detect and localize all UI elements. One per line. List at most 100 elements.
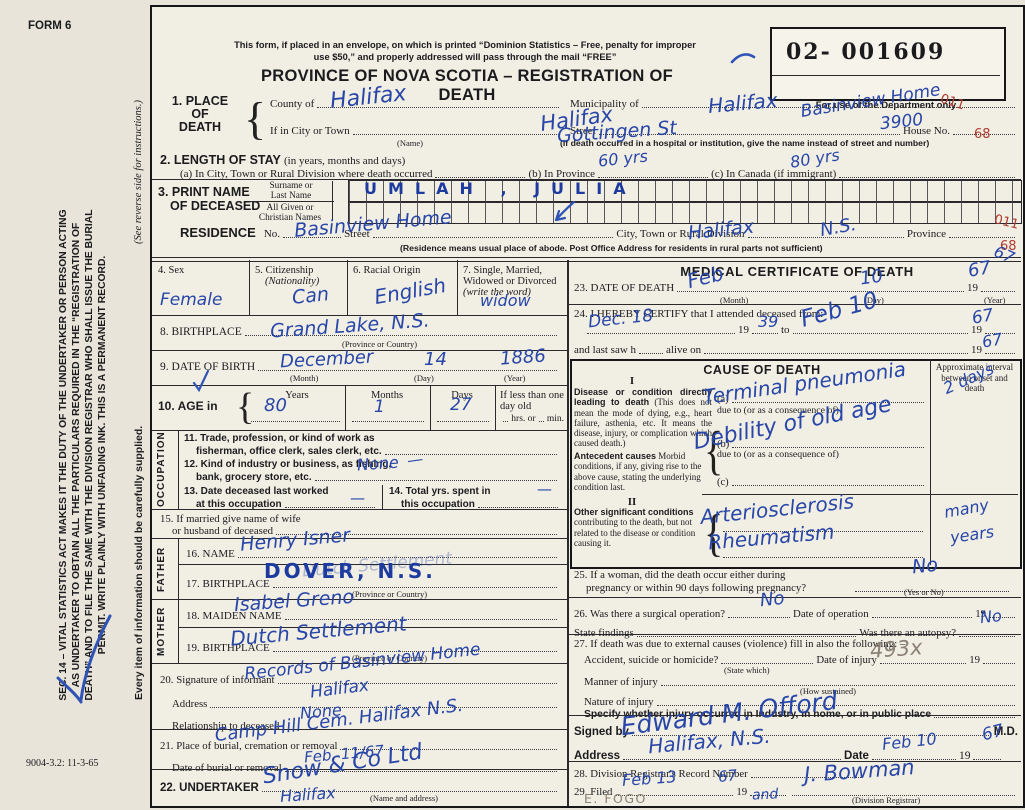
hw-autopsy-no: No [979,605,1003,628]
ink-checkmark [56,614,112,704]
burial-date-label: Date of burial or removal [172,762,282,774]
age-days-label: Days [451,390,473,401]
to-word: to [781,324,790,336]
stay-c-label: (c) In Canada (if immigrant) [711,168,837,180]
certify-label: 24. I HEREBY CERTIFY that I attended dec… [574,308,824,320]
residence-note: (Residence means usual place of abode. P… [400,243,823,253]
q28-label: 28. Division Registrar's Record Number [574,768,748,780]
ink-arrow [554,200,576,222]
mother-side-label: MOTHER [156,606,167,656]
manner-label: Manner of injury [584,676,658,688]
hw-marital: widow [480,291,531,310]
state-which-sub: (State which) [724,665,770,675]
surname-sublabel: Surname or Last Name [269,181,313,201]
hw-dod-day: 10 [858,265,885,290]
given-names-sublabel: All Given or Christian Names [258,203,322,223]
age-years-label: Years [285,390,309,401]
dod-month-sub: (Month) [720,295,749,305]
name-sub: (Name) [397,138,423,148]
disease-descriptor: Disease or condition directly leading to… [574,387,712,449]
age-hrs-label: hrs. or [511,414,536,424]
father-name-label: 16. NAME [186,548,235,560]
stay-b-label: (b) In Province [528,168,596,180]
dod-day-sub: (Day) [864,295,884,305]
marital-label: 7. Single, Married, Widowed or Divorced … [463,265,557,298]
form-title: PROVINCE OF NOVA SCOTIA – REGISTRATION O… [261,67,673,104]
hw-to-year: 67 [970,305,996,329]
antecedent-brace: { [704,420,724,481]
hw-industry-dash: — [405,448,425,471]
municipality-label: Municipality of [570,98,639,110]
hw-signed-year: 67 [979,720,1006,746]
q29-label: 29. Filed [574,786,613,798]
street-label: Street [570,125,596,137]
hw-dob-year: 1886 [499,345,547,370]
racial-origin-label: 6. Racial Origin [353,265,421,276]
residence-division-label: City, Town or Rural Division [616,228,745,240]
birthplace-sub: (Province or Country) [342,339,418,349]
sex-label: 4. Sex [158,265,185,276]
antecedent-descriptor: Antecedent causes Morbid conditions, if … [574,451,702,492]
father-side-label: FATHER [156,546,167,592]
print-name-label: 3. PRINT NAME OF DECEASED [158,185,261,213]
yes-or-no-sub: (Yes or No) [904,587,944,597]
residence-label: RESIDENCE [180,225,256,240]
red-code-2: 68 [974,127,991,142]
last-saw-label: and last saw h [574,344,637,356]
md-label: M.D. [993,726,1018,738]
length-of-stay-label: 2. LENGTH OF STAY (in years, months and … [160,153,406,167]
q14-label: 14. Total yrs. spent in [389,486,491,497]
injury-date-label: Date of injury [816,654,877,666]
sidebar-supply-note: Every item of information should be care… [133,425,145,700]
maiden-name-label: 18. MAIDEN NAME [186,610,282,622]
residence-province-label: Province [906,228,946,240]
hospital-note: (If death occurred in a hospital or inst… [560,138,930,148]
age-months-label: Months [370,390,404,401]
age-brace: { [236,386,255,428]
hw-filed-date: Feb 13 [621,767,678,790]
date-of-death-label: 23. DATE OF DEATH [574,282,675,294]
operation-date-label: Date of operation [793,608,869,620]
county-label: County of [270,98,315,110]
red-code-4: 68 [1000,239,1017,254]
mother-bp-sub: (Province or Country) [352,653,428,663]
other-brace: { [704,503,724,562]
division-registrar-sub: (Division Registrar) [852,795,921,805]
registration-number: 02- 001609 [786,39,946,65]
nature-label: Nature of injury [584,696,654,708]
roman-1: I [629,375,635,387]
undertaker-sub: (Name and address) [370,793,438,803]
hw-age-days: 27 [450,395,472,415]
hw-age-years: 80 [264,395,287,416]
burial-place-label: 21. Place of burial, cremation or remova… [160,740,338,752]
dob-day-sub: (Day) [414,373,434,383]
hw-deceased-name: UMLAH , JULIA [364,179,637,198]
age-infant-note: If less than one day old [500,390,564,412]
hw-undertaker-city: Halifax [279,783,337,806]
name-grid-row-2 [348,201,1022,224]
registration-number-box: 02- 001609 [770,27,1006,101]
hw-industry: None [356,452,400,475]
cause-title: CAUSE OF DEATH [703,363,821,377]
cause-of-death-box [570,359,1022,569]
due-to-1: due to (or as a consequence of) [717,405,839,416]
mail-note: This form, if placed in an envelope, on … [234,40,696,62]
residence-no-label: No. [263,228,281,240]
hw-q26-no: No [758,587,786,612]
hw-alive-year: 67 [980,329,1004,352]
hw-municipality: Halifax [707,88,779,118]
dob-month-sub: (Month) [290,373,319,383]
hw-dob-day: 14 [424,349,447,370]
house-no-label: House No. [902,125,950,137]
q12-label: 12. Kind of industry or business, as fis… [184,459,392,470]
date-of-birth-label: 9. DATE OF BIRTH [160,361,256,373]
dept-caption: For use of the Department only [815,100,957,111]
hw-q25-no: No [910,553,939,579]
findings-label: State findings [574,627,634,639]
hw-q13-dash: — [350,489,365,507]
print-code: 9004-3.2: 11-3-65 [26,758,99,769]
ink-tick [730,53,756,64]
dod-year-sub: (Year) [984,295,1006,305]
occupation-side-label: OCCUPATION [156,431,167,507]
birthplace-label: 8. BIRTHPLACE [160,326,242,338]
